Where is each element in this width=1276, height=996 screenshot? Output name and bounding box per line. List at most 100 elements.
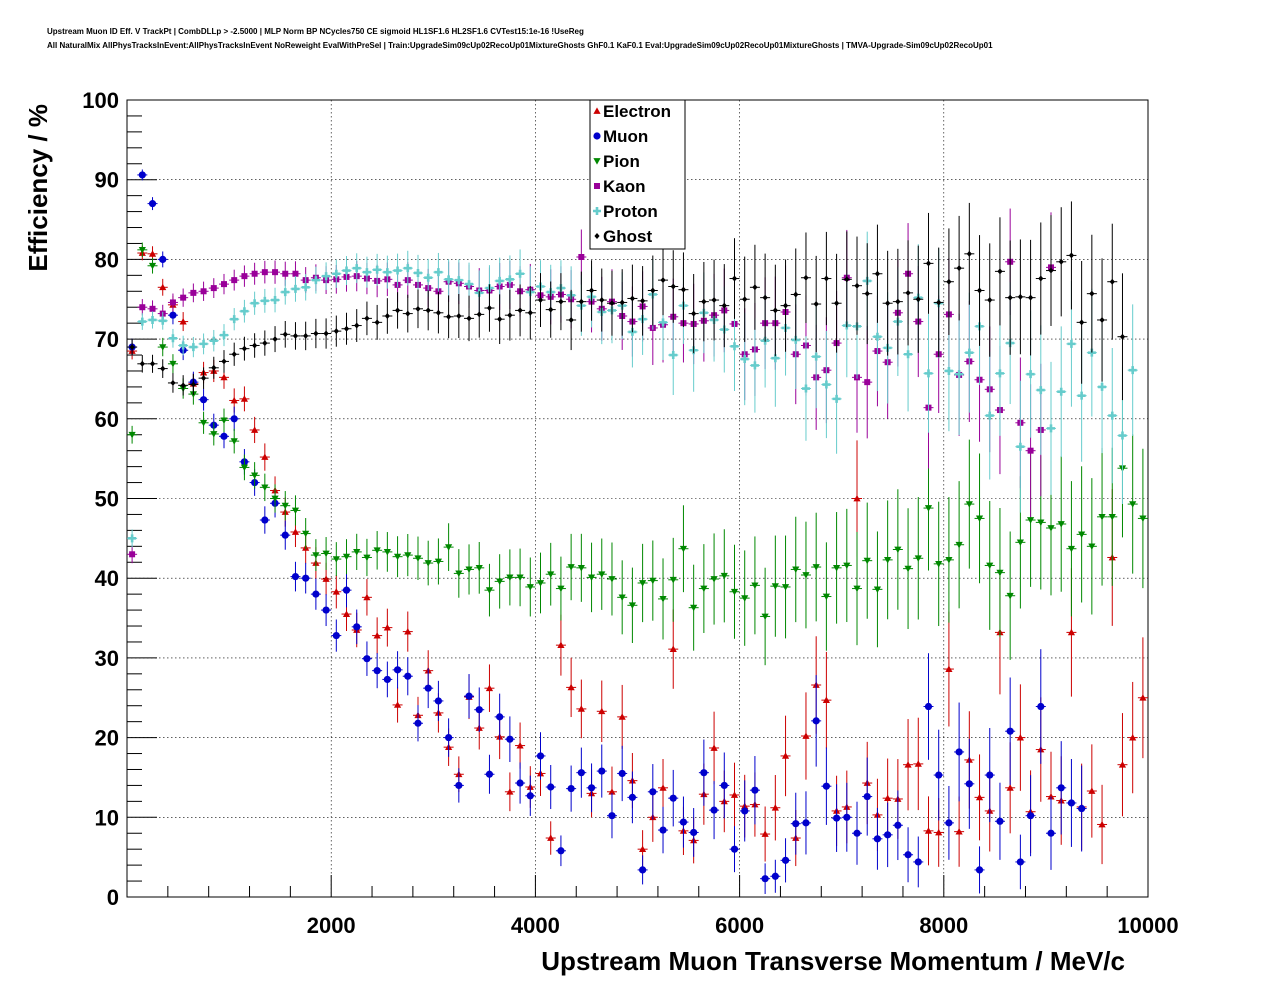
data-point bbox=[619, 299, 625, 306]
data-point bbox=[904, 565, 912, 573]
data-point bbox=[955, 541, 963, 549]
data-point bbox=[771, 354, 780, 363]
data-point bbox=[373, 667, 381, 675]
data-point bbox=[915, 296, 921, 303]
data-point bbox=[813, 301, 819, 308]
data-point bbox=[752, 284, 758, 291]
data-point bbox=[435, 309, 442, 316]
data-point bbox=[374, 319, 380, 326]
data-point bbox=[180, 294, 187, 301]
data-point bbox=[557, 641, 565, 649]
data-point bbox=[639, 845, 647, 853]
data-point bbox=[1139, 515, 1147, 523]
data-point bbox=[1108, 411, 1117, 420]
data-point bbox=[1016, 734, 1024, 741]
data-point bbox=[822, 696, 830, 704]
data-point bbox=[650, 287, 656, 294]
data-point bbox=[945, 556, 953, 564]
data-point bbox=[475, 706, 483, 714]
data-point bbox=[864, 290, 870, 297]
data-point bbox=[272, 269, 279, 276]
data-point bbox=[220, 417, 228, 424]
legend-marker-pion bbox=[593, 158, 601, 165]
data-point bbox=[158, 316, 167, 325]
data-point bbox=[955, 828, 963, 835]
data-point bbox=[864, 379, 871, 386]
legend-label-muon: Muon bbox=[603, 127, 648, 146]
data-point bbox=[251, 426, 259, 433]
legend-label-kaon: Kaon bbox=[603, 177, 646, 196]
data-point bbox=[567, 683, 575, 691]
data-point bbox=[128, 534, 137, 543]
data-point bbox=[946, 278, 952, 285]
data-point bbox=[241, 345, 248, 352]
data-point bbox=[761, 875, 769, 883]
data-point bbox=[444, 275, 453, 284]
data-point bbox=[210, 285, 217, 292]
data-point bbox=[291, 573, 300, 581]
data-point bbox=[750, 361, 759, 370]
data-point bbox=[179, 317, 187, 325]
data-point bbox=[261, 269, 268, 276]
data-point bbox=[425, 307, 431, 314]
data-point bbox=[353, 549, 361, 556]
data-point bbox=[792, 820, 800, 828]
data-point bbox=[608, 812, 616, 820]
data-point bbox=[536, 580, 545, 587]
data-point bbox=[914, 760, 922, 767]
data-point bbox=[1047, 424, 1056, 433]
data-point bbox=[322, 272, 331, 281]
data-point bbox=[414, 719, 422, 727]
data-point bbox=[129, 551, 136, 558]
data-point bbox=[496, 713, 504, 721]
data-point bbox=[148, 250, 157, 257]
legend-label-pion: Pion bbox=[603, 152, 640, 171]
data-point bbox=[1089, 290, 1095, 297]
data-point bbox=[168, 334, 177, 343]
data-point bbox=[282, 270, 289, 277]
data-point bbox=[669, 645, 677, 653]
data-point bbox=[996, 569, 1004, 577]
data-points bbox=[127, 169, 1148, 894]
data-point bbox=[1057, 784, 1065, 792]
data-point bbox=[598, 767, 606, 775]
y-tick-label: 20 bbox=[95, 726, 119, 751]
data-point bbox=[945, 665, 953, 672]
data-point bbox=[220, 373, 228, 381]
data-point bbox=[925, 260, 932, 267]
data-point bbox=[537, 297, 544, 304]
data-point bbox=[353, 623, 361, 631]
data-point bbox=[1048, 267, 1054, 274]
data-point bbox=[211, 364, 217, 371]
data-point bbox=[985, 411, 994, 420]
data-point bbox=[965, 348, 974, 357]
data-point bbox=[924, 505, 933, 512]
data-point bbox=[720, 781, 728, 790]
data-point bbox=[363, 554, 371, 562]
data-point bbox=[975, 793, 984, 801]
data-point bbox=[1109, 278, 1115, 285]
data-point bbox=[475, 564, 483, 572]
data-point bbox=[404, 672, 412, 680]
data-point bbox=[588, 287, 595, 294]
data-point bbox=[302, 574, 310, 582]
data-point bbox=[649, 577, 657, 585]
data-point bbox=[313, 330, 319, 337]
data-point bbox=[905, 289, 911, 296]
data-point bbox=[832, 564, 841, 572]
data-point bbox=[373, 265, 382, 274]
data-point bbox=[221, 358, 227, 365]
y-tick-label: 40 bbox=[95, 566, 119, 591]
data-point bbox=[853, 585, 861, 593]
data-point bbox=[1047, 525, 1055, 532]
data-point bbox=[976, 287, 983, 294]
data-point bbox=[802, 732, 810, 739]
data-point bbox=[220, 281, 227, 288]
data-point bbox=[701, 298, 707, 305]
data-point bbox=[751, 786, 759, 794]
data-point bbox=[1078, 804, 1086, 813]
data-point bbox=[271, 495, 279, 503]
y-tick-label: 0 bbox=[107, 885, 119, 910]
data-point bbox=[301, 283, 310, 292]
